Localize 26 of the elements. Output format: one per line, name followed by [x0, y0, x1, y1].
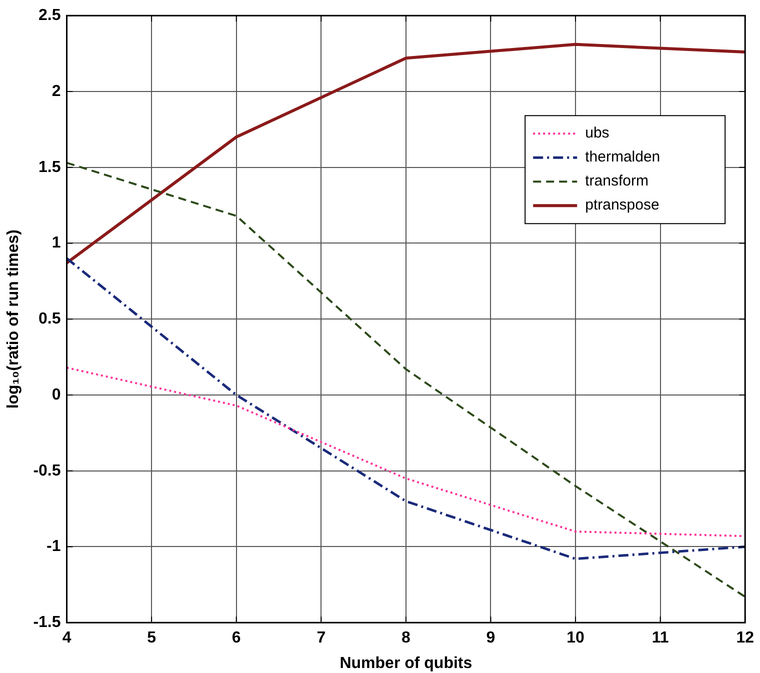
line-series	[66, 257, 746, 560]
x-tick-label: 7	[316, 630, 326, 647]
y-tick-label: -0.5	[33, 462, 61, 480]
y-tick-label: -1	[46, 538, 61, 556]
y-tick-label: 0	[52, 386, 61, 404]
x-tick-label: 8	[401, 630, 410, 647]
legend-label: ptranspose	[585, 196, 660, 214]
y-tick-label: 2	[52, 82, 61, 100]
y-axis-title: log₁₀(ratio of run times)	[5, 230, 22, 409]
x-tick-label: 4	[62, 630, 72, 647]
x-tick-label: 5	[147, 630, 156, 647]
line-series	[66, 162, 746, 598]
x-tick-label: 11	[652, 630, 669, 647]
legend-label: transform	[585, 172, 648, 190]
y-tick-label: 1.5	[38, 158, 61, 176]
y-tick-label: -1.5	[33, 614, 61, 632]
y-tick-label: 0.5	[38, 310, 61, 328]
x-tick-label: 9	[486, 630, 496, 647]
y-tick-label: 1	[52, 234, 61, 252]
x-axis-title: Number of qubits	[340, 654, 472, 672]
x-tick-label: 12	[736, 630, 754, 647]
legend-label: thermalden	[585, 148, 660, 166]
x-tick-label: 6	[232, 630, 241, 647]
legend-label: ubs	[585, 124, 610, 142]
x-tick-label: 10	[566, 630, 585, 647]
y-tick-label: 2.5	[38, 7, 61, 24]
